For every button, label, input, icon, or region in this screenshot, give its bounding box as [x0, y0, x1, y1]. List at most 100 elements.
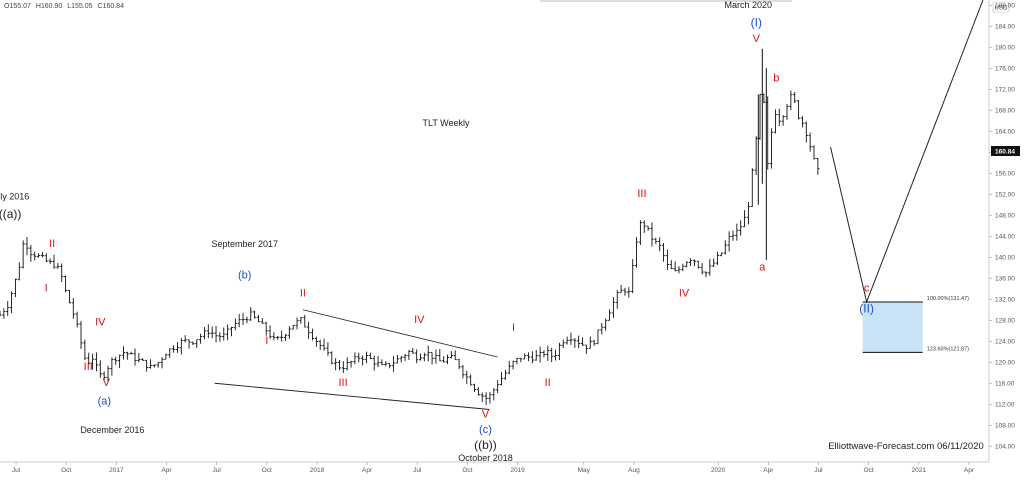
ohlc-bar — [233, 318, 237, 331]
wave-label: I — [45, 282, 48, 294]
price-tick-label: 152.00 — [995, 192, 1015, 199]
ohlc-bar — [588, 336, 592, 349]
ohlc-bar — [596, 329, 600, 345]
ohlc-bar — [299, 316, 303, 324]
ohlc-bar — [511, 360, 515, 370]
ohlc-bar — [480, 392, 484, 403]
ohlc-bar — [692, 259, 697, 267]
ohlc-bar — [276, 335, 280, 340]
ohlc-bar — [172, 345, 176, 353]
ohlc-bar — [349, 360, 353, 368]
ohlc-bar — [199, 333, 203, 344]
ohlc-bar — [403, 353, 407, 362]
ohlc-bar — [268, 325, 272, 339]
ohlc-bar — [148, 359, 153, 369]
ohlc-bar — [496, 380, 500, 394]
projection-path[interactable] — [830, 0, 984, 304]
ohlc-bar — [272, 332, 276, 341]
ohlc-bar — [573, 338, 577, 348]
price-axis[interactable]: USD 104.00 108.00 112.00 116.00 120.00 124.00… — [988, 0, 1020, 462]
ohlc-bar — [538, 346, 542, 363]
ohlc-bar — [507, 361, 511, 375]
trendline-1[interactable] — [214, 382, 490, 410]
ohlc-bar — [110, 357, 114, 376]
ohlc-bar — [2, 308, 6, 319]
fib-100-label: 100.00%(131.47) — [927, 296, 969, 302]
ohlc-bar — [658, 237, 662, 252]
ohlc-bar — [503, 369, 507, 380]
time-tick-label: Jul — [413, 467, 422, 474]
ohlc-bar — [330, 351, 334, 365]
time-tick-label: Oct — [864, 467, 874, 474]
ohlc-bar — [214, 325, 218, 343]
ohlc-bar — [141, 358, 145, 361]
watermark-text: Elliottwave-Forecast.com 06/11/2020 — [828, 441, 984, 452]
ohlc-bar — [102, 371, 106, 380]
ohlc-bar — [700, 263, 704, 275]
ohlc-bar — [523, 353, 527, 360]
ohlc-bar — [210, 326, 214, 339]
ohlc-bar — [561, 339, 565, 349]
price-tick-label: 172.00 — [995, 87, 1015, 94]
ohlc-bar — [202, 327, 207, 340]
price-tick-label: 136.00 — [995, 276, 1015, 283]
ohlc-bar — [160, 357, 164, 369]
ohlc-bar — [434, 349, 438, 364]
ohlc-bar — [384, 361, 388, 367]
time-tick-label: 2017 — [109, 467, 124, 474]
ohlc-bar — [345, 357, 349, 371]
ohlc-bar — [685, 261, 689, 268]
ohlc-bar — [376, 355, 380, 368]
ohlc-bar — [48, 258, 52, 265]
chart-title: TLT Weekly — [422, 118, 470, 128]
ohlc-bar — [33, 251, 37, 261]
price-tick-label: 120.00 — [995, 360, 1015, 367]
ohlc-bar — [530, 351, 534, 364]
ohlc-bar — [704, 271, 708, 278]
ohlc-bar — [731, 230, 735, 241]
ohlc-readout: O155.07 H160.90 L155.05 C160.84 — [4, 3, 127, 10]
ohlc-bar — [804, 121, 808, 143]
time-tick-label: 2019 — [510, 467, 525, 474]
ohlc-bar — [318, 339, 322, 351]
ohlc-bar — [334, 358, 338, 371]
ohlc-bar — [785, 104, 789, 120]
wave-label: ((a)) — [0, 207, 21, 221]
ohlc-bar — [87, 352, 91, 365]
time-tick-label: Apr — [362, 467, 373, 474]
ohlc-bar — [619, 284, 623, 293]
ohlc-bar — [353, 352, 357, 365]
time-tick-label: Oct — [262, 467, 272, 474]
ohlc-bar — [137, 352, 141, 363]
wave-label: December 2016 — [80, 425, 144, 435]
ohlc-bar — [415, 349, 419, 364]
trendline-0[interactable] — [302, 309, 498, 358]
ohlc-bar — [430, 352, 434, 365]
ohlc-bar — [465, 370, 469, 384]
ohlc-bar — [6, 301, 10, 316]
ohlc-bar — [793, 92, 797, 104]
ohlc-bar — [411, 347, 415, 354]
ohlc-bar — [391, 355, 396, 372]
ohlc-bar — [372, 355, 376, 371]
ohlc-bar — [800, 116, 805, 128]
ohlc-bar — [812, 145, 816, 160]
wave-label: (c) — [479, 424, 492, 436]
wave-label: c — [864, 282, 870, 294]
ohlc-bar — [758, 93, 762, 140]
ohlc-bar — [67, 289, 72, 304]
ohlc-bar — [52, 254, 56, 269]
currency-label: USD — [995, 6, 1008, 12]
ohlc-bar — [580, 337, 585, 346]
ohlc-bar — [623, 287, 627, 296]
ohlc-bar — [754, 136, 758, 176]
ohlc-bar — [661, 243, 666, 262]
ohlc-bar — [237, 313, 241, 328]
ohlc-bar — [677, 266, 681, 274]
wave-label: b — [773, 72, 779, 84]
ohlc-bar — [769, 128, 774, 169]
time-axis[interactable]: Jul Oct 2017 Apr Jul Oct 2018 Apr Jul Oct 2019 May A… — [0, 461, 989, 474]
ohlc-bar — [114, 356, 118, 365]
